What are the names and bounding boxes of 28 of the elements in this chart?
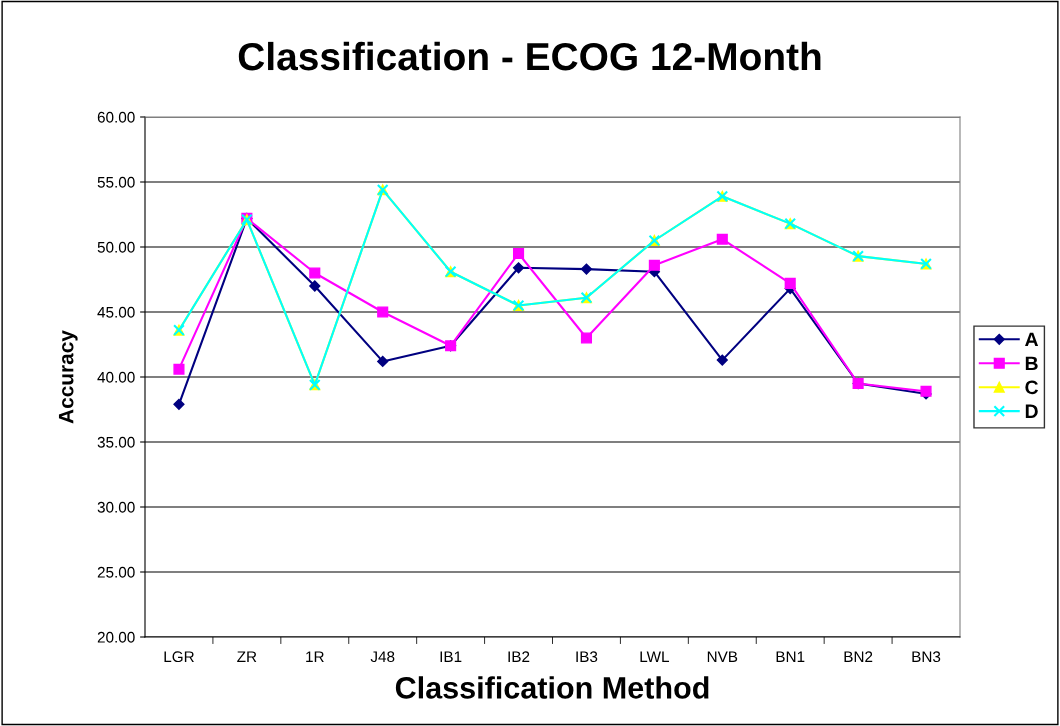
y-tick-label: 35.00 <box>97 436 135 448</box>
y-tick-label: 60.00 <box>97 111 135 123</box>
y-tick-label: 45.00 <box>97 306 135 318</box>
chart-title: Classification - ECOG 12-Month <box>238 41 821 71</box>
y-tick-label: 50.00 <box>97 241 135 253</box>
y-tick-label: 20.00 <box>97 631 135 643</box>
y-axis-title: Accuracy <box>58 330 78 424</box>
x-tick-label: IB3 <box>576 651 598 663</box>
legend-label: A <box>1025 332 1039 347</box>
x-axis-title: Classification Method <box>395 676 709 699</box>
x-tick-label: IB2 <box>508 651 530 662</box>
x-tick-label: ZR <box>237 651 257 662</box>
x-tick-label: J48 <box>370 651 395 663</box>
y-tick-label: 30.00 <box>97 501 135 513</box>
y-tick-label: 25.00 <box>97 566 135 578</box>
x-tick-label: LWL <box>640 651 670 662</box>
x-tick-label: IB1 <box>440 651 462 662</box>
x-tick-label: BN2 <box>844 651 873 662</box>
x-tick-label: BN1 <box>776 651 805 662</box>
legend-label: D <box>1025 404 1038 418</box>
y-tick-label: 40.00 <box>97 371 135 383</box>
legend-label: B <box>1025 356 1038 371</box>
x-tick-label: 1R <box>306 651 324 662</box>
x-tick-label: BN3 <box>912 651 941 663</box>
legend-label: C <box>1025 380 1039 395</box>
x-tick-label: LGR <box>164 651 194 663</box>
x-tick-label: NVB <box>707 651 738 662</box>
y-tick-label: 55.00 <box>97 176 135 188</box>
